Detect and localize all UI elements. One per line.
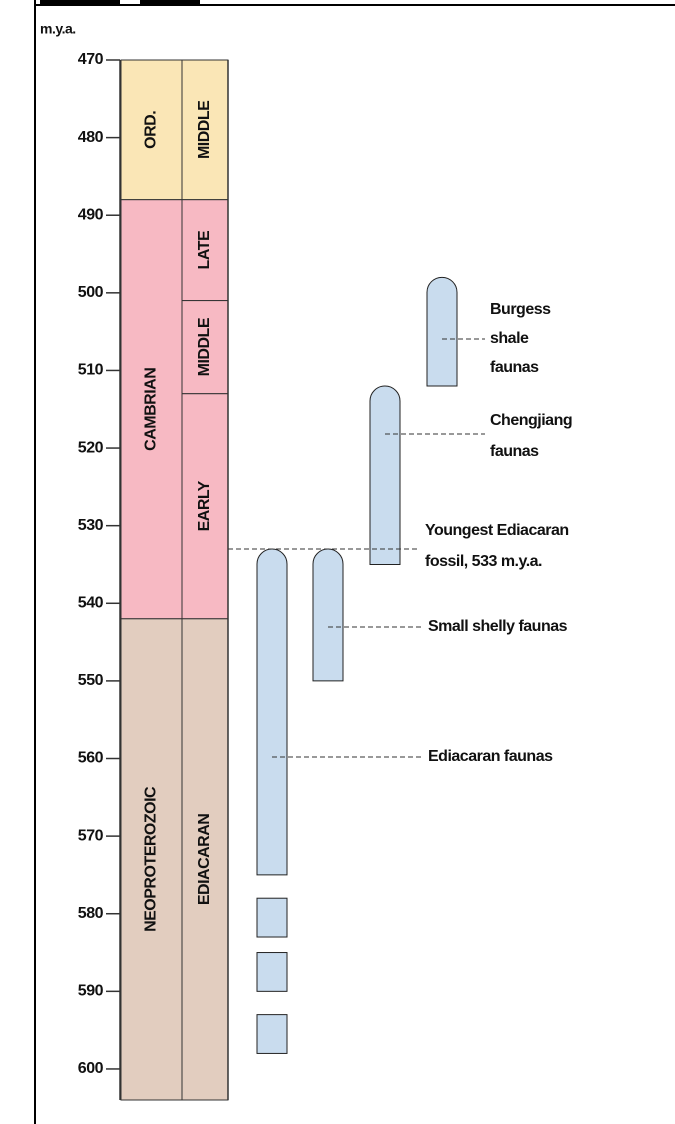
y-tick-label: 560 xyxy=(78,750,104,767)
fauna-range xyxy=(256,897,288,938)
y-tick-label: 510 xyxy=(78,362,104,379)
axis-label: m.y.a. xyxy=(40,21,76,37)
period-block xyxy=(120,618,183,1101)
y-tick-label: 590 xyxy=(78,983,104,1000)
period-label: ORD. xyxy=(143,111,160,149)
fauna-range xyxy=(256,548,288,876)
fauna-label: Ediacaran faunas xyxy=(428,748,553,765)
header-fragment xyxy=(140,0,200,6)
fauna-range xyxy=(256,1014,288,1054)
y-tick-label: 500 xyxy=(78,284,104,301)
epoch-block xyxy=(181,199,229,302)
fauna-label: Burgess xyxy=(490,301,551,318)
y-tick-label: 540 xyxy=(78,595,104,612)
annotation-label: Youngest Ediacaran xyxy=(425,522,569,539)
period-block xyxy=(120,59,183,201)
y-tick-label: 600 xyxy=(78,1060,104,1077)
y-tick-label: 490 xyxy=(78,206,104,223)
epoch-label: LATE xyxy=(196,230,213,269)
fauna-label: Chengjiang xyxy=(490,412,572,429)
y-tick-label: 580 xyxy=(78,905,104,922)
fauna-label: Small shelly faunas xyxy=(428,618,568,635)
fauna-range xyxy=(256,952,288,992)
epoch-label: EDIACARAN xyxy=(196,814,213,906)
y-tick-label: 570 xyxy=(78,827,104,844)
y-tick-label: 530 xyxy=(78,517,104,534)
y-tick-label: 550 xyxy=(78,672,104,689)
annotation-label: fossil, 533 m.y.a. xyxy=(425,553,542,570)
fauna-range xyxy=(312,548,344,682)
fauna-label: faunas xyxy=(490,359,539,376)
y-tick-label: 470 xyxy=(78,51,104,68)
epoch-block xyxy=(181,393,229,620)
epoch-label: MIDDLE xyxy=(196,100,213,159)
y-tick-label: 520 xyxy=(78,439,104,456)
epoch-block xyxy=(181,59,229,201)
epoch-label: EARLY xyxy=(196,480,213,531)
header-fragment xyxy=(40,0,120,6)
epoch-label: MIDDLE xyxy=(196,317,213,376)
fauna-range xyxy=(369,385,401,565)
period-label: NEOPROTEROZOIC xyxy=(143,786,160,932)
y-tick-label: 480 xyxy=(78,129,104,146)
fauna-label: shale xyxy=(490,330,529,347)
period-label: CAMBRIAN xyxy=(143,368,160,451)
fauna-range xyxy=(426,276,458,387)
fauna-label: faunas xyxy=(490,443,539,460)
epoch-block xyxy=(181,300,229,395)
